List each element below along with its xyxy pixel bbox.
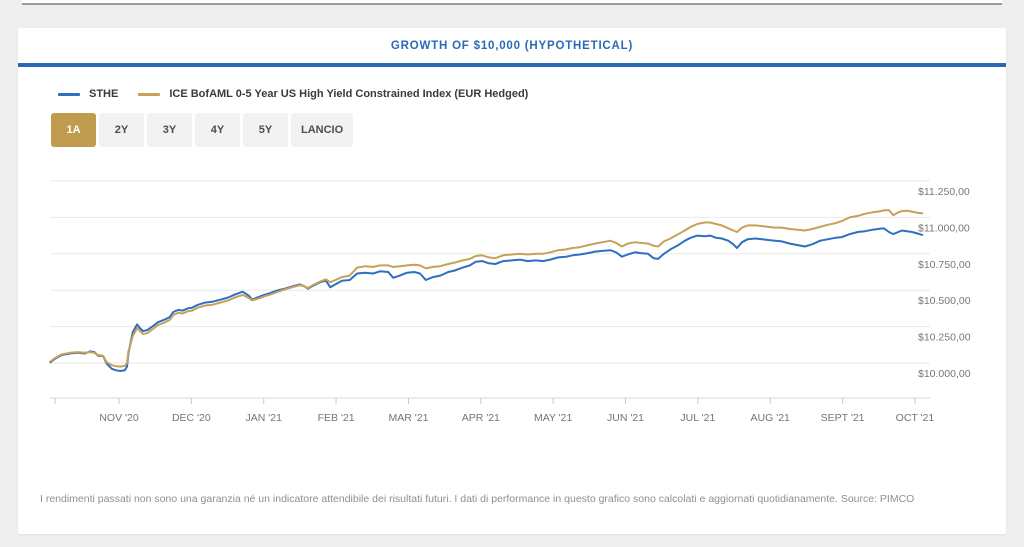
x-axis-label: APR '21 [462, 412, 500, 424]
y-axis-label: $10.500,00 [918, 295, 971, 307]
x-axis-label: JUN '21 [607, 412, 644, 424]
growth-chart-card: GROWTH OF $10,000 (HYPOTHETICAL) STHE IC… [18, 28, 1006, 534]
x-axis-label: SEPT '21 [821, 412, 865, 424]
legend-label-sthe: STHE [89, 88, 119, 100]
time-range-button-3y[interactable]: 3Y [147, 113, 192, 147]
x-axis-label: MAY '21 [534, 412, 573, 424]
x-axis-label: AUG '21 [751, 412, 791, 424]
sthe-line-swatch-icon [58, 92, 80, 96]
time-range-button-4y[interactable]: 4Y [195, 113, 240, 147]
x-axis-label: NOV '20 [99, 412, 139, 424]
disclaimer-text: I rendimenti passati non sono una garanz… [40, 493, 915, 505]
x-axis-label: DEC '20 [172, 412, 211, 424]
x-axis-label: JAN '21 [246, 412, 283, 424]
time-range-button-1a[interactable]: 1A [51, 113, 96, 147]
card-header: GROWTH OF $10,000 (HYPOTHETICAL) [18, 28, 1006, 67]
series-line-index [49, 209, 924, 368]
x-axis-label: FEB '21 [318, 412, 355, 424]
legend-item-index: ICE BofAML 0-5 Year US High Yield Constr… [138, 88, 528, 100]
growth-chart: $10.000,00 $10.250,00 $10.500,00 $10.750,00… [49, 180, 971, 424]
time-range-button-2y[interactable]: 2Y [99, 113, 144, 147]
index-line-swatch-icon [138, 92, 161, 96]
time-range-button-5y[interactable]: 5Y [243, 113, 288, 147]
y-axis-label: $11.000,00 [918, 222, 970, 234]
y-axis-label: $10.000,00 [918, 368, 971, 380]
x-axis-label: OCT '21 [896, 412, 935, 424]
x-axis-label: JUL '21 [680, 412, 715, 424]
chart-legend: STHE ICE BofAML 0-5 Year US High Yield C… [58, 84, 528, 104]
previous-card-remnant [22, 0, 1002, 5]
x-axis-label: MAR '21 [388, 412, 428, 424]
y-axis-label: $11.250,00 [918, 186, 970, 198]
legend-item-sthe: STHE [58, 88, 118, 100]
y-axis-label: $10.750,00 [918, 259, 971, 271]
y-axis-label: $10.250,00 [918, 332, 971, 344]
time-range-selector: 1A 2Y 3Y 4Y 5Y LANCIO [51, 113, 354, 147]
legend-label-index: ICE BofAML 0-5 Year US High Yield Constr… [169, 88, 529, 100]
page-title: GROWTH OF $10,000 (HYPOTHETICAL) [390, 39, 634, 52]
series-line-sthe [49, 227, 924, 372]
time-range-button-lancio[interactable]: LANCIO [291, 113, 354, 147]
